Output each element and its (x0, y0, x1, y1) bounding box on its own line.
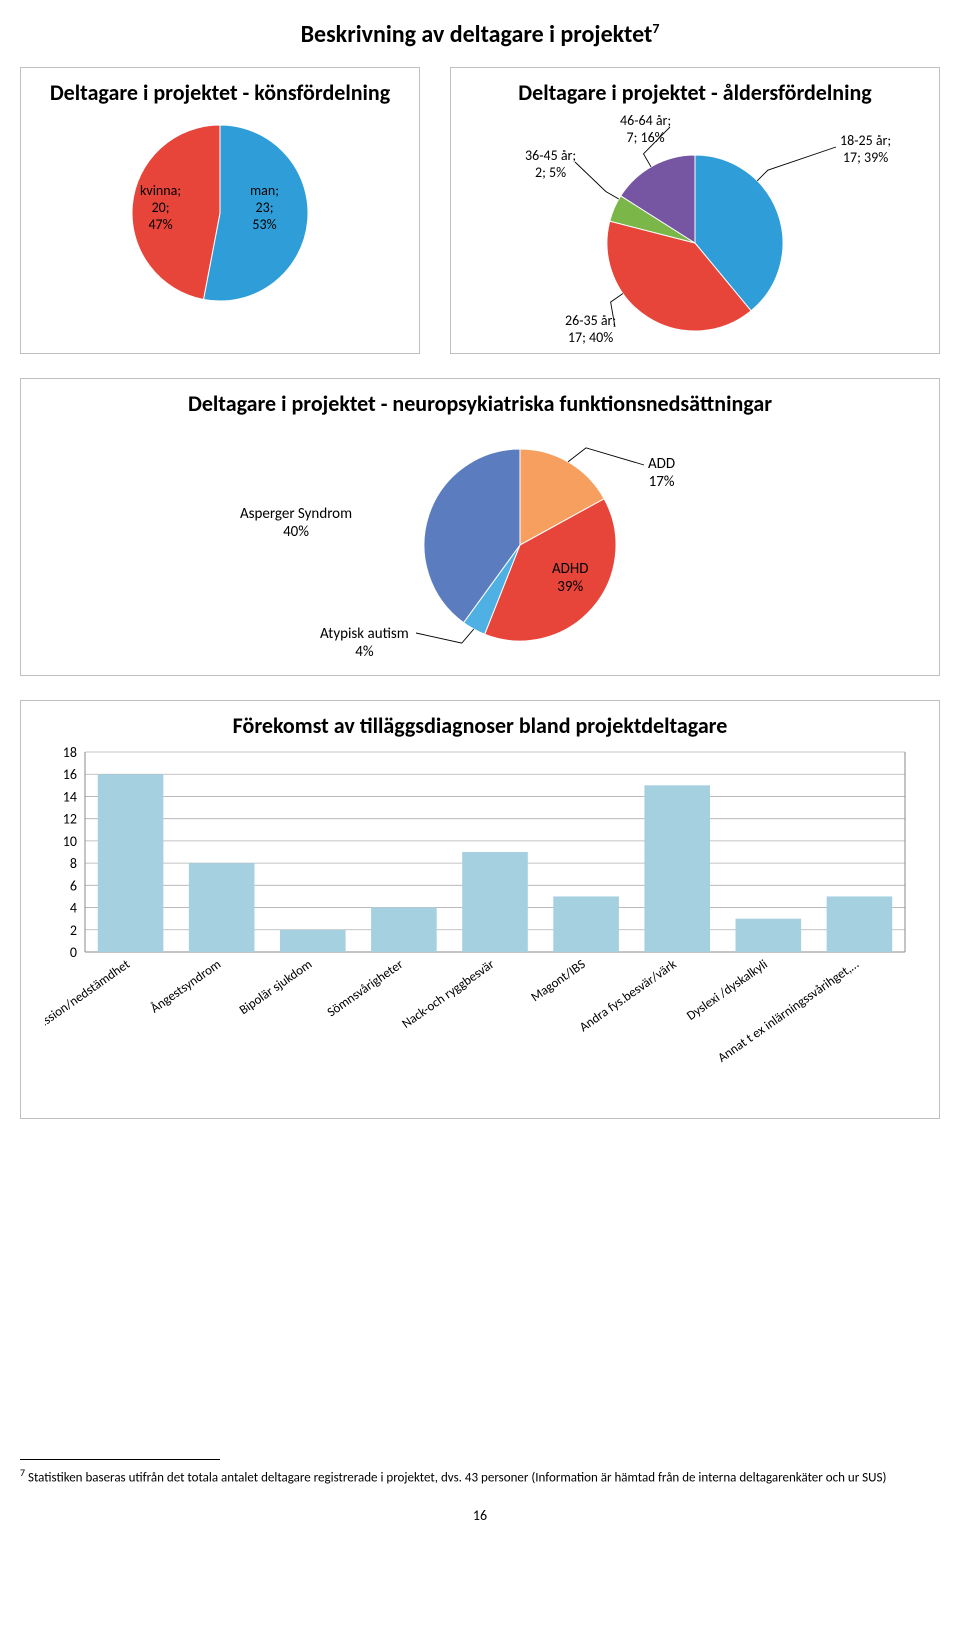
chart-additional: Förekomst av tilläggsdiagnoser bland pro… (20, 700, 940, 1119)
y-tick-label: 6 (70, 877, 77, 894)
y-tick-label: 2 (70, 922, 77, 939)
x-tick-label: Ångestsyndrom (148, 957, 224, 1016)
chart-age: Deltagare i projektet - åldersfördelning… (450, 67, 940, 354)
leader-line (757, 147, 836, 181)
x-tick-label: Nack-och ryggbesvär (399, 957, 497, 1032)
bar (189, 863, 255, 952)
footnote: 7 Statistiken baseras utifrån det totala… (20, 1466, 940, 1487)
y-tick-label: 4 (70, 899, 77, 916)
leader-line (568, 447, 644, 464)
page-number: 16 (20, 1507, 940, 1524)
pie-label: 36-45 år; 2; 5% (525, 148, 576, 182)
pie-label: 18-25 år; 17; 39% (840, 133, 891, 167)
chart-gender-pie: kvinna; 20; 47% man; 23; 53% (40, 113, 400, 313)
chart-additional-title: Förekomst av tilläggsdiagnoser bland pro… (39, 713, 921, 738)
leader-line (575, 162, 619, 199)
pie-label: Atypisk autism 4% (320, 625, 409, 661)
page-title-text: Beskrivning av deltagare i projektet (301, 20, 653, 49)
chart-age-pie: 18-25 år; 17; 39%26-35 år; 17; 40%36-45 … (470, 113, 920, 343)
pie-label: kvinna; 20; 47% (140, 183, 181, 233)
chart-neuro: Deltagare i projektet - neuropsykiatrisk… (20, 378, 940, 675)
pie-label: man; 23; 53% (250, 183, 279, 233)
x-tick-label: Andra fys.besvär/värk (577, 957, 680, 1035)
x-tick-label: Magont/IBS (528, 957, 588, 1005)
y-tick-label: 8 (70, 855, 77, 872)
bar (371, 907, 437, 951)
x-tick-label: Dyslexi /dyskalkyli (684, 957, 770, 1024)
pie-label: ADD 17% (648, 455, 675, 491)
chart-additional-plot: 0 2 4 6 8 10 12 14 16 18 Depression/nedstämdhet Ång… (45, 746, 915, 1108)
page-title-sup: 7 (652, 20, 659, 37)
bar (736, 919, 802, 952)
chart-neuro-title: Deltagare i projektet - neuropsykiatrisk… (39, 391, 921, 416)
pie-label: Asperger Syndrom 40% (240, 505, 352, 541)
bar (462, 852, 528, 952)
y-tick-label: 14 (63, 788, 77, 805)
x-tick-label: Depression/nedstämdhet (45, 957, 133, 1047)
pie-label: 46-64 år; 7; 16% (620, 113, 671, 147)
y-tick-label: 16 (63, 766, 77, 783)
y-tick-label: 0 (70, 944, 77, 961)
page-title: Beskrivning av deltagare i projektet7 (20, 20, 940, 49)
pie-label: 26-35 år; 17; 40% (565, 313, 616, 347)
y-tick-label: 18 (63, 746, 77, 761)
x-tick-label: Bipolär sjukdom (237, 957, 315, 1018)
chart-age-title: Deltagare i projektet - åldersfördelning (469, 80, 921, 105)
chart-neuro-pie: ADHD 39% ADD 17% Atypisk autism 4% Asperger… (40, 425, 920, 665)
y-tick-label: 12 (63, 811, 77, 828)
bar (827, 896, 893, 952)
bar (644, 785, 710, 952)
row-top: Deltagare i projektet - könsfördelning k… (20, 67, 940, 354)
chart-gender: Deltagare i projektet - könsfördelning k… (20, 67, 420, 354)
pie-label: ADHD 39% (552, 560, 588, 596)
bar (98, 774, 164, 952)
bar (553, 896, 619, 952)
bar (280, 930, 346, 952)
footnote-rule (20, 1459, 220, 1460)
leader-line (416, 629, 474, 643)
y-tick-label: 10 (63, 833, 77, 850)
x-tick-label: Sömnsvårigheter (325, 957, 407, 1021)
chart-gender-title: Deltagare i projektet - könsfördelning (39, 80, 401, 105)
footnote-text: Statistiken baseras utifrån det totala a… (25, 1470, 886, 1485)
